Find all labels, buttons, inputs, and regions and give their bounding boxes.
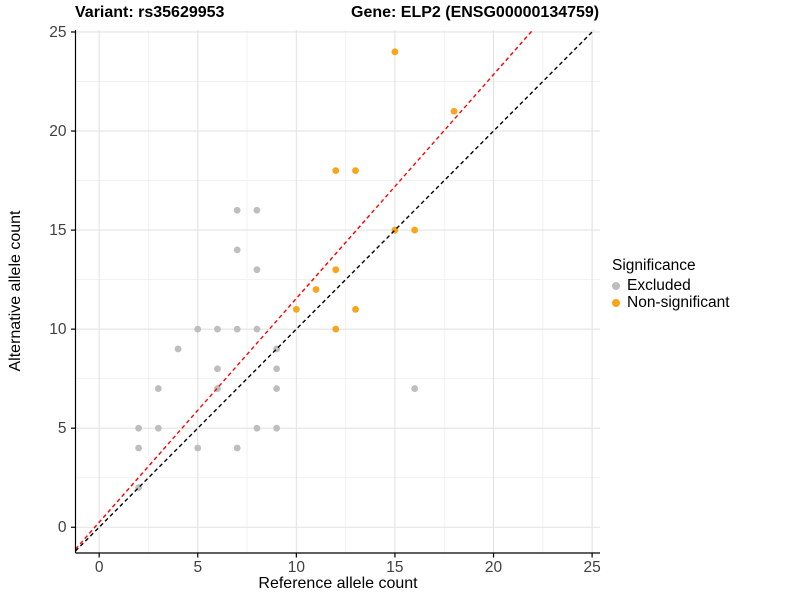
data-point-excluded (194, 444, 202, 452)
data-point-excluded (233, 325, 241, 333)
variant-title: Variant: rs35629953 (75, 4, 225, 21)
data-point-non-significant (352, 305, 359, 313)
data-point-non-significant (292, 305, 300, 313)
legend-item-non-significant: Non-significant (612, 294, 730, 311)
legend-item-excluded: Excluded (612, 277, 730, 294)
x-tick-label: 15 (386, 559, 403, 576)
data-point-excluded (214, 365, 221, 373)
data-point-excluded (253, 266, 261, 274)
data-point-excluded (273, 424, 281, 432)
data-point-non-significant (332, 266, 340, 274)
data-point-excluded (253, 206, 261, 214)
y-tick-label: 5 (58, 420, 67, 437)
legend: Significance Excluded Non-significant (612, 257, 730, 311)
y-tick-label: 0 (58, 519, 67, 536)
legend-title: Significance (612, 257, 696, 274)
data-point-non-significant (391, 48, 399, 56)
data-point-non-significant (312, 286, 320, 293)
data-point-excluded (411, 385, 419, 392)
data-point-excluded (233, 246, 241, 254)
identity-line (75, 29, 595, 552)
y-tick-label: 15 (49, 222, 66, 239)
legend-label-non-significant: Non-significant (627, 293, 730, 311)
data-point-excluded (135, 424, 142, 432)
data-point-excluded (273, 365, 281, 373)
excluded-dot-icon (612, 281, 620, 290)
data-point-non-significant (411, 226, 419, 234)
data-point-excluded (233, 444, 241, 452)
data-point-excluded (154, 424, 162, 432)
data-point-excluded (233, 206, 241, 214)
data-point-excluded (174, 345, 182, 353)
gene-title: Gene: ELP2 (ENSG00000134759) (351, 4, 600, 21)
data-point-excluded (253, 325, 261, 333)
data-point-non-significant (332, 167, 340, 175)
data-point-excluded (253, 424, 261, 432)
non-significant-dot-icon (612, 298, 620, 307)
x-tick-label: 10 (288, 559, 306, 576)
data-point-excluded (154, 385, 162, 392)
x-tick-label: 0 (95, 559, 104, 576)
legend-label-excluded: Excluded (627, 276, 691, 294)
x-tick-label: 20 (485, 559, 503, 576)
data-point-excluded (194, 325, 202, 333)
data-point-excluded (273, 385, 281, 392)
y-tick-label: 10 (49, 321, 67, 338)
data-point-non-significant (332, 325, 340, 333)
fitted-ratio-line (74, 29, 534, 550)
y-tick-label: 20 (49, 123, 67, 140)
data-point-non-significant (352, 167, 359, 175)
y-tick-label: 25 (49, 24, 66, 41)
x-axis-label: Reference allele count (258, 575, 418, 592)
y-axis-label: Alternative allele count (7, 210, 24, 372)
data-point-non-significant (450, 107, 458, 115)
data-point-excluded (214, 325, 221, 333)
x-tick-label: 5 (193, 559, 202, 576)
x-tick-label: 25 (583, 559, 600, 576)
data-point-excluded (135, 444, 142, 452)
